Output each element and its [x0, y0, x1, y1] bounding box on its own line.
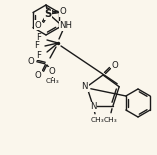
Text: CH₃: CH₃ — [104, 117, 118, 123]
Text: F: F — [36, 33, 41, 42]
Text: N: N — [90, 102, 96, 111]
Text: O: O — [60, 7, 66, 16]
Text: NH: NH — [60, 22, 73, 31]
Text: CH₃: CH₃ — [45, 78, 59, 84]
Text: N: N — [82, 82, 88, 91]
Text: O: O — [28, 57, 34, 66]
Text: O: O — [49, 67, 55, 77]
Text: O: O — [35, 20, 41, 29]
Text: F: F — [36, 51, 41, 60]
Text: F: F — [35, 42, 40, 51]
Text: O: O — [112, 62, 118, 71]
Text: S: S — [44, 9, 52, 19]
Text: O: O — [35, 71, 41, 80]
Text: CH₃: CH₃ — [90, 117, 104, 123]
